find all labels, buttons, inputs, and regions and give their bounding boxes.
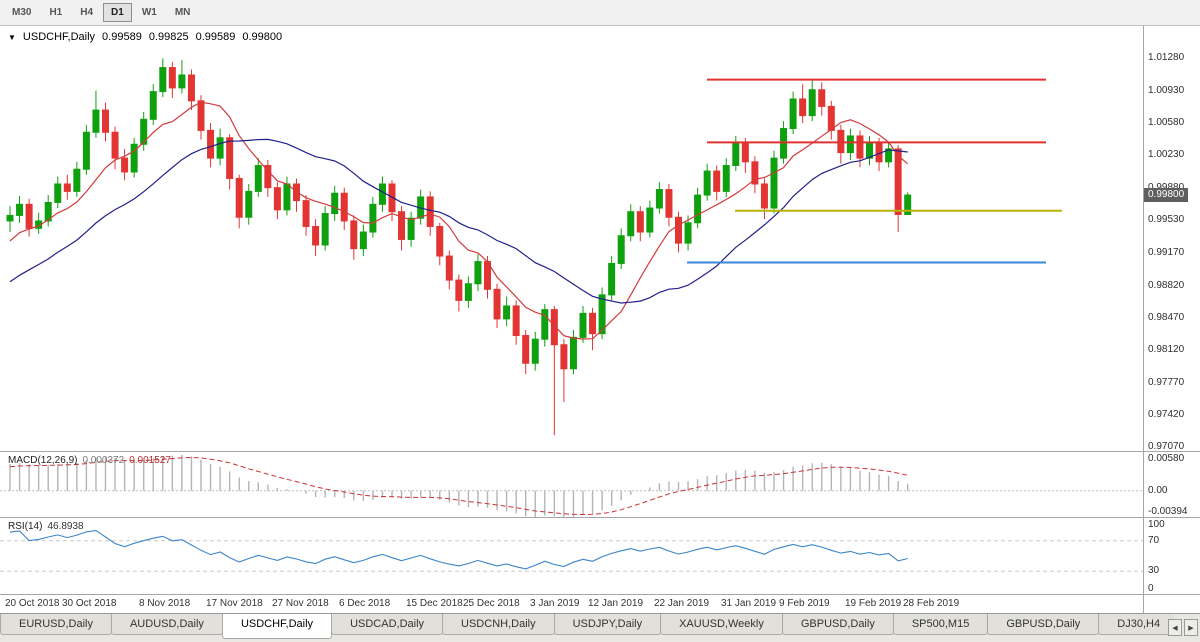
- timeframe-button-d1[interactable]: D1: [103, 3, 132, 22]
- chart-tab-audusd-daily[interactable]: AUDUSD,Daily: [110, 614, 223, 635]
- macd-label: MACD(12,26,9) 0.000372 0.001527: [8, 455, 171, 466]
- price-tick: 0.98470: [1148, 312, 1185, 323]
- rsi-name: RSI(14): [8, 521, 43, 532]
- macd-tick: 0.00580: [1148, 453, 1185, 464]
- price-tick: 1.01280: [1148, 52, 1185, 63]
- macd-histogram: [9, 454, 909, 517]
- ohlc-close: 0.99800: [242, 31, 283, 43]
- rsi-tick: 100: [1148, 519, 1165, 530]
- price-tick: 0.97070: [1148, 441, 1185, 452]
- macd-main-value: 0.000372: [82, 455, 125, 466]
- tab-scroll-left-icon[interactable]: ◀: [1168, 619, 1182, 636]
- date-label: 28 Feb 2019: [903, 598, 960, 609]
- rsi-tick: 70: [1148, 535, 1160, 546]
- chart-tabs: EURUSD,Daily AUDUSD,Daily USDCHF,Daily USDC…: [0, 614, 1174, 642]
- price-tick: 1.00230: [1148, 149, 1185, 160]
- date-label: 19 Feb 2019: [845, 598, 902, 609]
- rsi-label: RSI(14) 46.8938: [8, 521, 84, 532]
- price-tick: 0.99170: [1148, 247, 1185, 258]
- date-label: 9 Feb 2019: [779, 598, 830, 609]
- date-label: 15 Dec 2018: [406, 598, 463, 609]
- candlesticks[interactable]: [6, 58, 912, 436]
- macd-tick: -0.00394: [1148, 506, 1188, 517]
- date-label: 6 Dec 2018: [339, 598, 391, 609]
- date-label: 12 Jan 2019: [588, 598, 644, 609]
- chart-tab-xauusd-weekly[interactable]: XAUUSD,Weekly: [660, 614, 783, 635]
- price-tick: 0.98820: [1148, 280, 1185, 291]
- date-label: 30 Oct 2018: [62, 598, 117, 609]
- chart-tab-eurusd-daily[interactable]: EURUSD,Daily: [0, 614, 112, 635]
- macd-name: MACD(12,26,9): [8, 455, 78, 466]
- timeframe-button-mn[interactable]: MN: [167, 3, 199, 22]
- timeframe-button-h4[interactable]: H4: [72, 3, 101, 22]
- macd-signal-line: [9, 456, 908, 516]
- price-tick: 0.97770: [1148, 377, 1185, 388]
- ma-fast-line: [9, 101, 909, 340]
- ma-slow-line: [9, 138, 908, 304]
- date-label: 3 Jan 2019: [530, 598, 580, 609]
- chart-tab-usdchf-daily[interactable]: USDCHF,Daily: [221, 614, 333, 639]
- date-label: 22 Jan 2019: [654, 598, 710, 609]
- timeframe-button-h1[interactable]: H1: [41, 3, 70, 22]
- chart-tab-gbpusd-daily[interactable]: GBPUSD,Daily: [987, 614, 1100, 635]
- ohlc-high: 0.99825: [148, 31, 189, 43]
- current-price-badge: 0.99800: [1144, 188, 1189, 202]
- rsi-line: [9, 529, 908, 570]
- chart-tab-gbpusd-daily[interactable]: GBPUSD,Daily: [781, 614, 894, 635]
- date-label: 20 Oct 2018: [5, 598, 60, 609]
- macd-signal-value: 0.001527: [129, 455, 171, 466]
- rsi-tick: 30: [1148, 565, 1160, 576]
- chart-tab-usdcad-daily[interactable]: USDCAD,Daily: [331, 614, 444, 635]
- date-axis[interactable]: 20 Oct 2018 30 Oct 2018 8 Nov 2018 17 Nov 2…: [0, 596, 1143, 613]
- chart-tabbar: EURUSD,Daily AUDUSD,Daily USDCHF,Daily USDC…: [0, 613, 1200, 642]
- price-tick: 0.99880: [1148, 182, 1184, 193]
- ohlc-low: 0.99589: [195, 31, 236, 43]
- chart-tab-usdjpy-daily[interactable]: USDJPY,Daily: [553, 614, 662, 635]
- price-tick: 1.00580: [1148, 117, 1185, 128]
- tab-scroll-controls: ◀ ▶: [1168, 619, 1198, 636]
- date-label: 27 Nov 2018: [272, 598, 329, 609]
- date-label: 31 Jan 2019: [721, 598, 777, 609]
- price-tick: 1.00930: [1148, 85, 1185, 96]
- chart-tab-sp500-m15[interactable]: SP500,M15: [892, 614, 989, 635]
- chart-marker-icon: ▼: [8, 32, 16, 42]
- timeframe-button-m30[interactable]: M30: [4, 3, 39, 22]
- macd-tick: 0.00: [1148, 485, 1168, 496]
- date-label: 17 Nov 2018: [206, 598, 263, 609]
- chart-title: ▼ USDCHF,Daily 0.99589 0.99825 0.99589 0…: [8, 31, 282, 43]
- timeframe-toolbar: M30 H1 H4 D1 W1 MN: [0, 0, 1200, 26]
- timeframe-button-w1[interactable]: W1: [134, 3, 165, 22]
- price-tick: 0.99530: [1148, 214, 1185, 225]
- date-label: 8 Nov 2018: [139, 598, 191, 609]
- price-tick: 0.97420: [1148, 409, 1185, 420]
- date-label: 25 Dec 2018: [463, 598, 520, 609]
- chart-symbol: USDCHF,Daily: [22, 31, 96, 43]
- chart-tab-dj30-h4[interactable]: DJ30,H4: [1098, 614, 1174, 635]
- chart-tab-usdcnh-daily[interactable]: USDCNH,Daily: [442, 614, 555, 635]
- rsi-value: 46.8938: [47, 521, 84, 532]
- rsi-tick: 0: [1148, 583, 1154, 594]
- price-tick: 0.98120: [1148, 344, 1185, 355]
- ohlc-open: 0.99589: [102, 31, 142, 43]
- tab-scroll-right-icon[interactable]: ▶: [1184, 619, 1198, 636]
